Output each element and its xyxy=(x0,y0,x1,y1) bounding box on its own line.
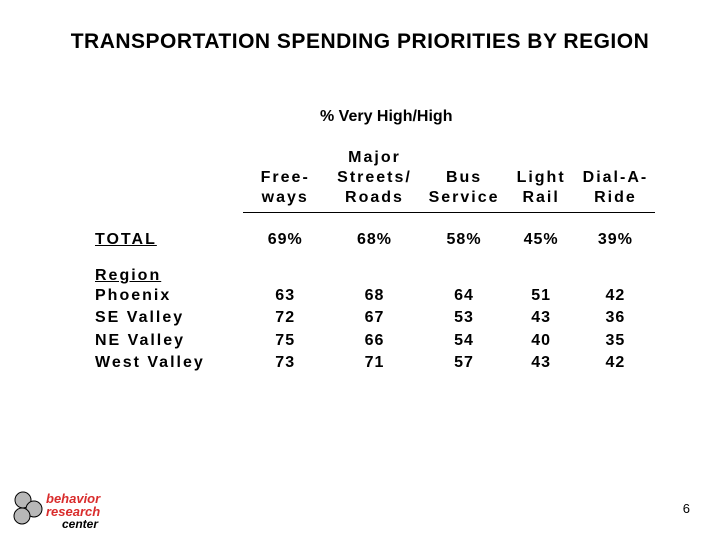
cell: 43 xyxy=(506,307,575,329)
cell: 66 xyxy=(327,330,421,352)
col-major-streets: MajorStreets/Roads xyxy=(327,148,421,213)
cell: 51 xyxy=(506,285,575,307)
cell: 36 xyxy=(576,307,655,329)
cell: 53 xyxy=(422,307,507,329)
table-header-row: Free-ways MajorStreets/Roads BusService … xyxy=(95,148,655,213)
total-val: 45% xyxy=(506,213,575,254)
col-bus-service: BusService xyxy=(422,148,507,213)
total-label: TOTAL xyxy=(95,213,243,254)
region-label: West Valley xyxy=(95,352,243,374)
table-row: West Valley 73 71 57 43 42 xyxy=(95,352,655,374)
region-header: Region xyxy=(95,253,243,285)
cell: 40 xyxy=(506,330,575,352)
table-subtitle: % Very High/High xyxy=(320,108,452,126)
total-row: TOTAL 69% 68% 58% 45% 39% xyxy=(95,213,655,254)
priorities-table: Free-ways MajorStreets/Roads BusService … xyxy=(95,148,655,375)
page-number: 6 xyxy=(683,501,690,516)
region-label: Phoenix xyxy=(95,285,243,307)
total-val: 68% xyxy=(327,213,421,254)
total-val: 39% xyxy=(576,213,655,254)
total-val: 58% xyxy=(422,213,507,254)
region-header-row: Region xyxy=(95,253,655,285)
region-label: SE Valley xyxy=(95,307,243,329)
region-label: NE Valley xyxy=(95,330,243,352)
cell: 64 xyxy=(422,285,507,307)
col-dial-a-ride: Dial-A-Ride xyxy=(576,148,655,213)
page-title: TRANSPORTATION SPENDING PRIORITIES BY RE… xyxy=(0,30,720,54)
cell: 42 xyxy=(576,352,655,374)
brc-logo: behavior research center xyxy=(12,485,132,530)
cell: 73 xyxy=(243,352,327,374)
total-val: 69% xyxy=(243,213,327,254)
col-light-rail: LightRail xyxy=(506,148,575,213)
cell: 43 xyxy=(506,352,575,374)
cell: 75 xyxy=(243,330,327,352)
cell: 71 xyxy=(327,352,421,374)
table-row: Phoenix 63 68 64 51 42 xyxy=(95,285,655,307)
svg-text:center: center xyxy=(62,517,99,530)
cell: 35 xyxy=(576,330,655,352)
cell: 67 xyxy=(327,307,421,329)
cell: 42 xyxy=(576,285,655,307)
cell: 63 xyxy=(243,285,327,307)
table-row: NE Valley 75 66 54 40 35 xyxy=(95,330,655,352)
cell: 72 xyxy=(243,307,327,329)
col-freeways: Free-ways xyxy=(243,148,327,213)
table-row: SE Valley 72 67 53 43 36 xyxy=(95,307,655,329)
cell: 54 xyxy=(422,330,507,352)
cell: 68 xyxy=(327,285,421,307)
cell: 57 xyxy=(422,352,507,374)
